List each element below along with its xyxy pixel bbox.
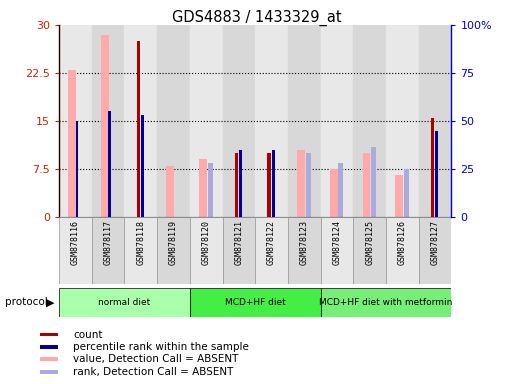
Bar — [353, 25, 386, 217]
Text: MCD+HF diet: MCD+HF diet — [225, 298, 286, 307]
Bar — [431, 118, 434, 217]
Bar — [59, 217, 92, 284]
Bar — [92, 25, 124, 217]
Text: GSM878118: GSM878118 — [136, 220, 145, 265]
Bar — [190, 217, 223, 284]
Text: count: count — [73, 329, 103, 339]
Text: GSM878117: GSM878117 — [104, 220, 112, 265]
Bar — [190, 288, 321, 317]
Bar — [199, 159, 207, 217]
Text: GDS4883 / 1433329_at: GDS4883 / 1433329_at — [172, 10, 341, 26]
Bar — [40, 333, 58, 336]
Text: MCD+HF diet with metformin: MCD+HF diet with metformin — [320, 298, 452, 307]
Bar — [321, 288, 451, 317]
Bar — [255, 217, 288, 284]
Text: GSM878119: GSM878119 — [169, 220, 178, 265]
Text: normal diet: normal diet — [98, 298, 150, 307]
Bar — [136, 41, 140, 217]
Bar — [321, 25, 353, 217]
Text: GSM878124: GSM878124 — [332, 220, 342, 265]
Text: GSM878116: GSM878116 — [71, 220, 80, 265]
Bar — [141, 114, 144, 217]
Bar — [223, 25, 255, 217]
Bar — [330, 169, 338, 217]
Bar — [75, 121, 78, 217]
Bar — [59, 25, 92, 217]
Bar — [101, 35, 109, 217]
Bar — [68, 70, 76, 217]
Text: GSM878127: GSM878127 — [430, 220, 440, 265]
Bar — [234, 153, 238, 217]
Bar — [208, 162, 212, 217]
Text: protocol: protocol — [5, 297, 48, 308]
Bar — [272, 150, 274, 217]
Text: rank, Detection Call = ABSENT: rank, Detection Call = ABSENT — [73, 367, 233, 377]
Bar — [386, 25, 419, 217]
Bar — [40, 357, 58, 361]
Text: GSM878121: GSM878121 — [234, 220, 243, 265]
Bar — [59, 288, 190, 317]
Bar — [419, 217, 451, 284]
Bar — [255, 25, 288, 217]
Text: GSM878120: GSM878120 — [202, 220, 211, 265]
Bar — [124, 217, 157, 284]
Bar — [166, 166, 174, 217]
Bar — [124, 25, 157, 217]
Bar — [223, 217, 255, 284]
Bar — [395, 175, 403, 217]
Bar — [371, 147, 376, 217]
Bar — [190, 25, 223, 217]
Bar — [419, 25, 451, 217]
Bar — [339, 162, 343, 217]
Text: GSM878126: GSM878126 — [398, 220, 407, 265]
Bar — [157, 217, 190, 284]
Bar — [306, 153, 311, 217]
Bar — [40, 345, 58, 349]
Bar — [436, 131, 438, 217]
Bar — [40, 370, 58, 374]
Bar — [108, 111, 111, 217]
Bar — [363, 153, 370, 217]
Bar — [404, 169, 409, 217]
Bar — [321, 217, 353, 284]
Bar — [353, 217, 386, 284]
Bar — [297, 150, 305, 217]
Text: GSM878122: GSM878122 — [267, 220, 276, 265]
Text: value, Detection Call = ABSENT: value, Detection Call = ABSENT — [73, 354, 239, 364]
Text: GSM878125: GSM878125 — [365, 220, 374, 265]
Text: GSM878123: GSM878123 — [300, 220, 309, 265]
Bar — [288, 217, 321, 284]
Bar — [386, 217, 419, 284]
Text: percentile rank within the sample: percentile rank within the sample — [73, 342, 249, 352]
Bar — [157, 25, 190, 217]
Bar — [288, 25, 321, 217]
Bar — [239, 150, 242, 217]
Bar — [267, 153, 270, 217]
Bar — [92, 217, 125, 284]
Text: ▶: ▶ — [46, 297, 55, 308]
